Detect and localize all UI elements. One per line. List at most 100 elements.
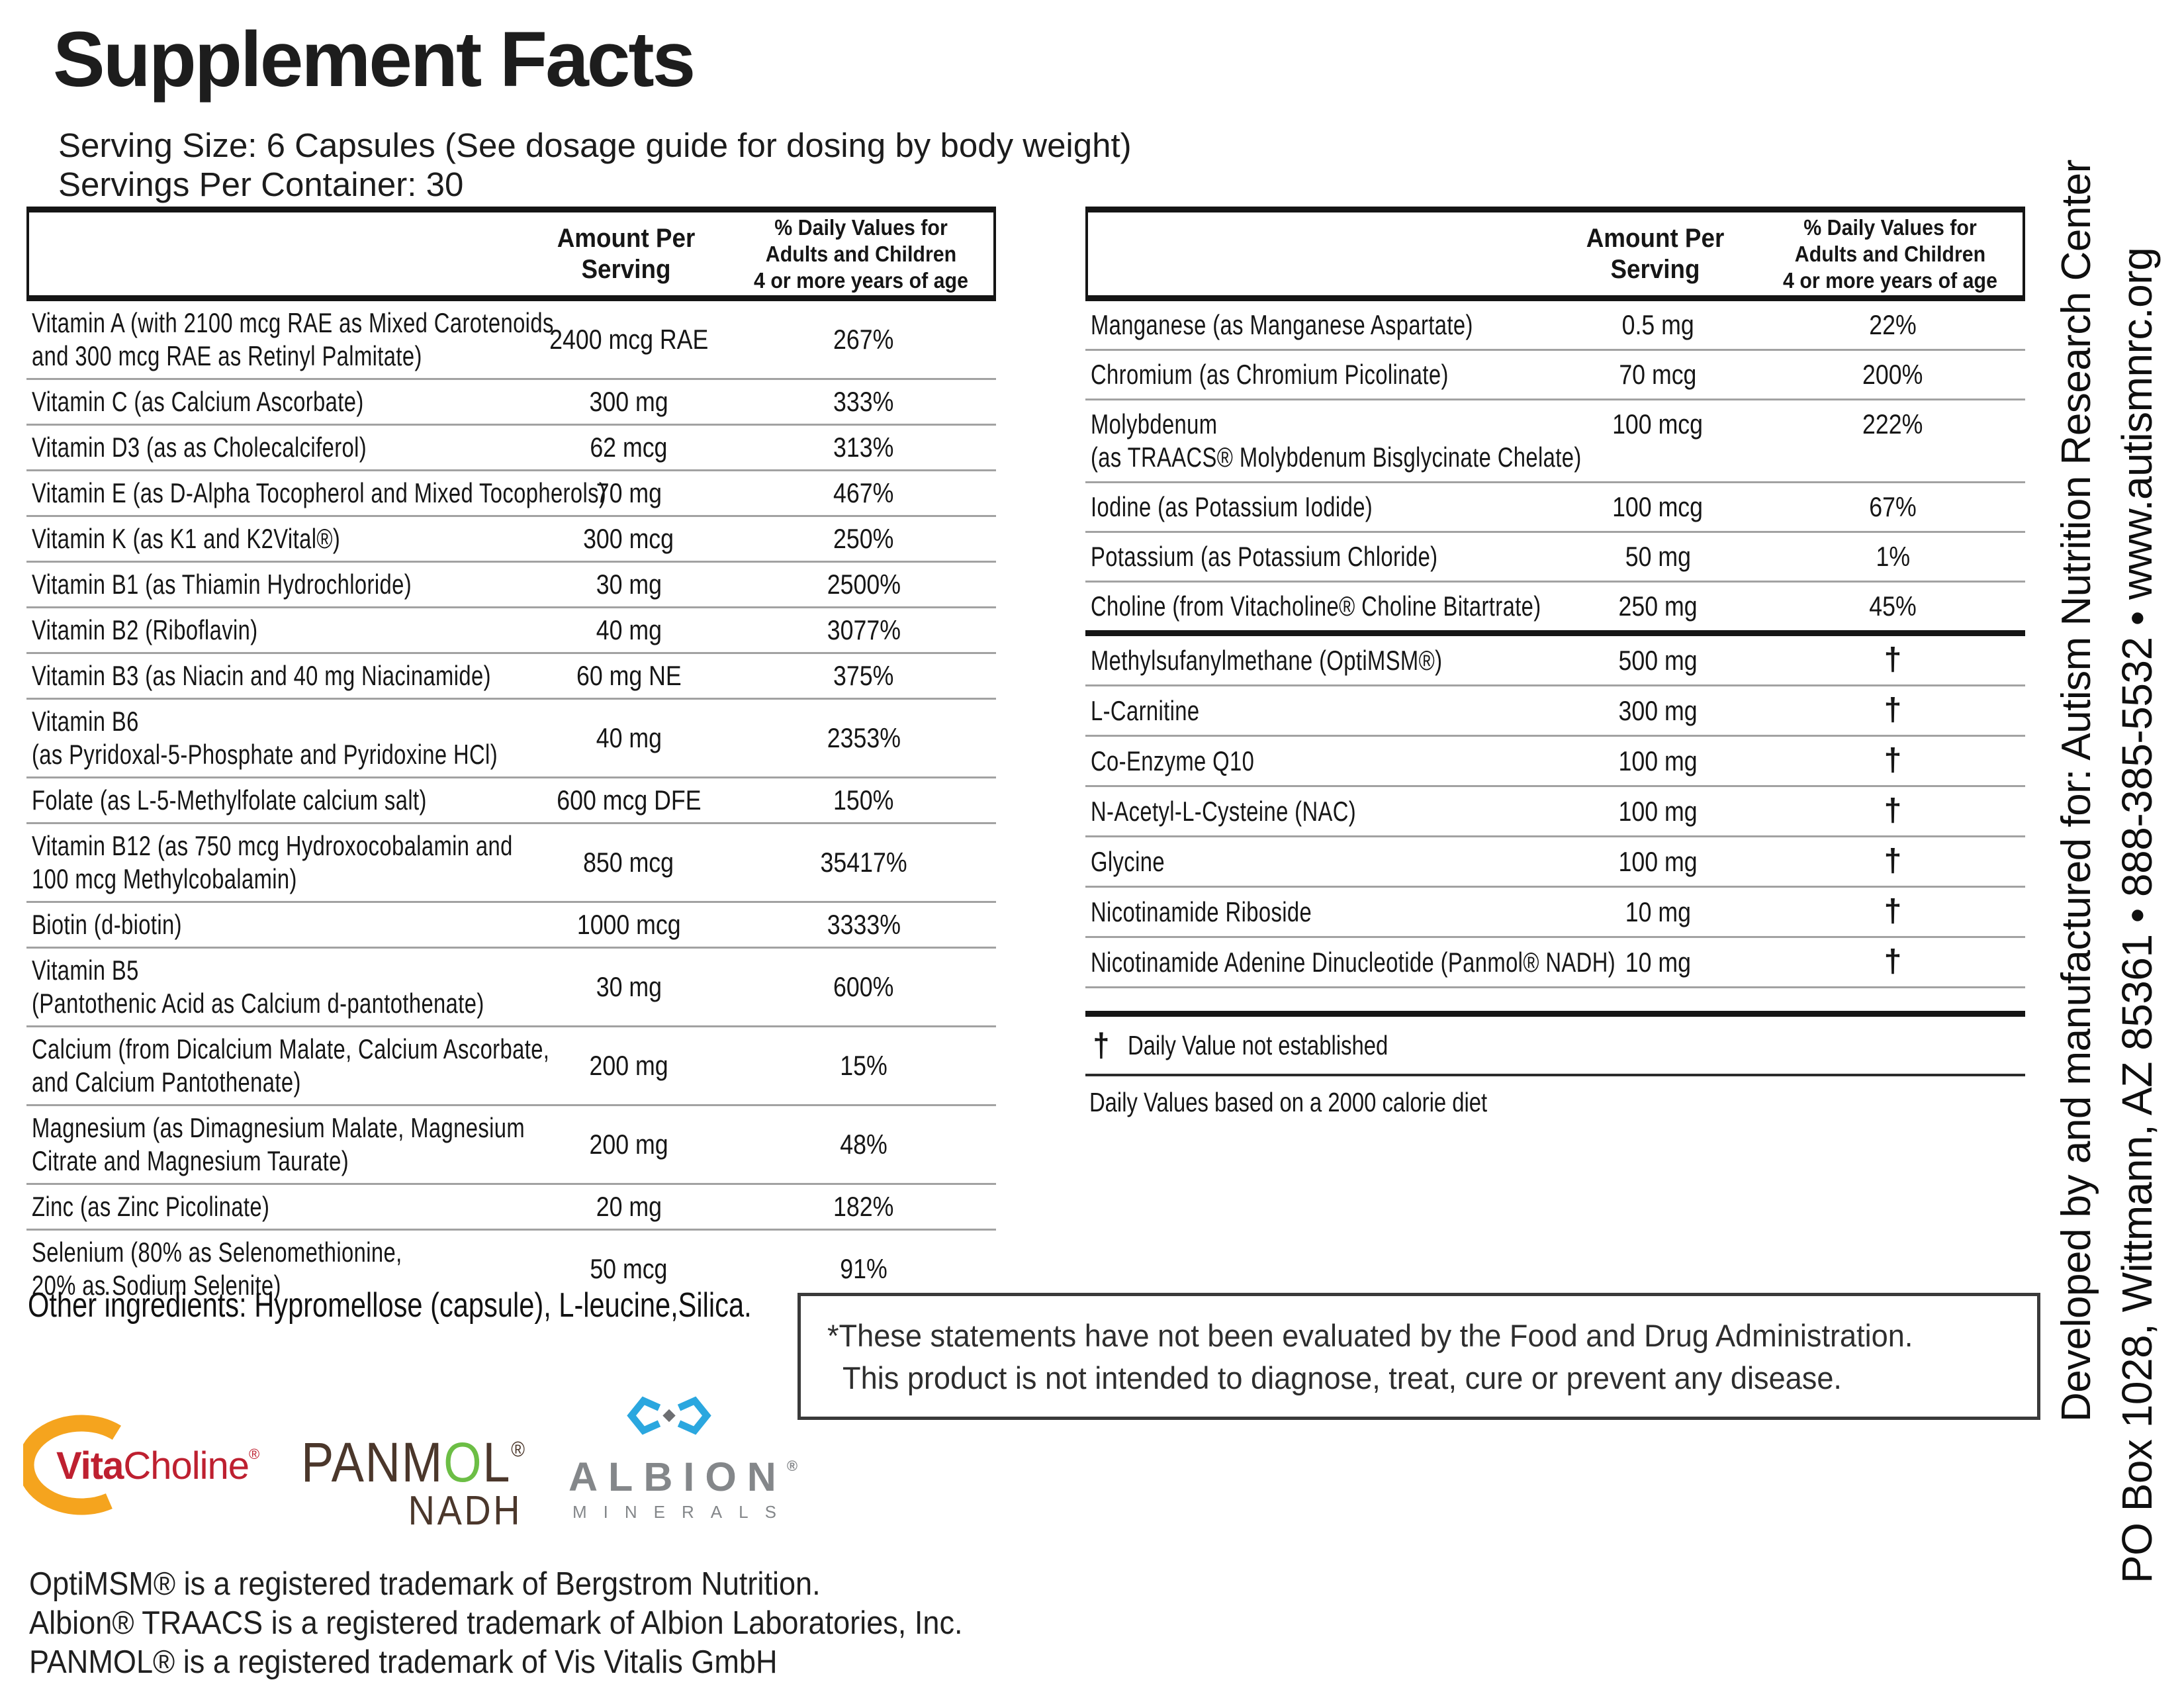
nutrient-row: Vitamin B1 (as Thiamin Hydrochloride) 30 … (26, 561, 996, 606)
nutrient-row: Vitamin A (with 2100 mcg RAE as Mixed Ca… (26, 301, 996, 378)
daily-value-percent: 48% (840, 1129, 887, 1160)
trademark-notes: OptiMSM® is a registered trademark of Be… (29, 1565, 1044, 1682)
amount-per-serving-value: 40 mg (596, 722, 662, 753)
amount-per-serving-value: 500 mg (1618, 644, 1698, 676)
column-header-amount: Amount Per Serving (1586, 223, 1725, 284)
nutrient-row: Vitamin B3 (as Niacin and 40 mg Niacinam… (26, 652, 996, 698)
nutrient-row: Molybdenum (as TRAACS® Molybdenum Bisglyc… (1085, 399, 2025, 481)
nutrient-name: Potassium (as Potassium Chloride) (1091, 541, 1438, 572)
nutrient-row: Iodine (as Potassium Iodide) 100 mcg 67% (1085, 481, 2025, 531)
daily-value-percent: 15% (840, 1050, 887, 1081)
fda-disclaimer-box: *These statements have not been evaluate… (797, 1293, 2040, 1420)
sidebar-manufacturer-text: Developed by and manufactured for: Autis… (2054, 160, 2099, 1422)
nutrient-row: Vitamin K (as K1 and K2Vital®) 300 mcg 250… (26, 515, 996, 561)
nutrient-row: Selenium (80% as Selenomethionine, 20% as… (26, 1229, 996, 1307)
nutrient-name: Vitamin E (as D-Alpha Tocopherol and Mix… (32, 477, 607, 508)
calorie-note: Daily Values based on a 2000 calorie die… (1089, 1087, 1488, 1117)
amount-per-serving-value: 300 mcg (583, 523, 674, 554)
albion-wordmark: ALBION® (569, 1454, 798, 1499)
albion-minerals-logo: ALBION® MINERALS (559, 1393, 798, 1523)
nutrient-name: Vitamin B1 (as Thiamin Hydrochloride) (32, 569, 412, 600)
nutrient-name: Chromium (as Chromium Picolinate) (1091, 359, 1449, 390)
nutrient-row: Choline (from Vitacholine® Choline Bitar… (1085, 581, 2025, 630)
daily-value-percent: 1% (1876, 541, 1910, 572)
trademark-line: PANMOL® is a registered trademark of Vis… (29, 1644, 778, 1680)
amount-per-serving-value: 20 mg (596, 1191, 662, 1222)
nutrient-name: Nicotinamide Adenine Dinucleotide (Panmo… (1091, 946, 1616, 978)
nutrients-table-right: Amount Per Serving % Daily Values for Ad… (1085, 207, 2025, 1118)
amount-per-serving-value: 30 mg (596, 971, 662, 1002)
nutrient-row: Vitamin B6 (as Pyridoxal-5-Phosphate and … (26, 698, 996, 776)
nutrient-row: Manganese (as Manganese Aspartate) 0.5 mg… (1085, 301, 2025, 349)
page-title: Supplement Facts (53, 16, 696, 103)
nutrient-row: Potassium (as Potassium Chloride) 50 mg 1% (1085, 531, 2025, 581)
daily-value-percent: 67% (1869, 491, 1917, 522)
table-header-left: Amount Per Serving % Daily Values for Ad… (26, 207, 996, 301)
nutrient-row: Magnesium (as Dimagnesium Malate, Magnes… (26, 1104, 996, 1183)
amount-per-serving-value: 50 mcg (590, 1253, 668, 1284)
nutrient-rows-right: Manganese (as Manganese Aspartate) 0.5 mg… (1085, 301, 2025, 988)
daily-value-dagger: † (1884, 843, 1902, 878)
daily-value-percent: 222% (1862, 408, 1923, 440)
daily-value-dagger: † (1884, 692, 1902, 727)
amount-per-serving-value: 250 mg (1618, 590, 1698, 622)
nutrient-name: Molybdenum (as TRAACS® Molybdenum Bisglyc… (1091, 408, 1582, 473)
nutrient-row: Calcium (from Dicalcium Malate, Calcium … (26, 1025, 996, 1104)
daily-value-percent: 600% (833, 971, 894, 1002)
amount-per-serving-value: 30 mg (596, 569, 662, 600)
amount-per-serving-value: 100 mg (1618, 745, 1698, 776)
nutrient-row: Vitamin D3 (as as Cholecalciferol) 62 mcg… (26, 424, 996, 469)
nutrient-name: Vitamin C (as Calcium Ascorbate) (32, 386, 364, 417)
trademark-line: OptiMSM® is a registered trademark of Be… (29, 1566, 821, 1602)
daily-value-note: † Daily Value not established (1093, 1027, 1388, 1064)
nutrient-name: Vitamin B12 (as 750 mcg Hydroxocobalamin… (32, 830, 513, 894)
amount-per-serving-value: 100 mg (1618, 795, 1698, 827)
nutrient-name: Folate (as L-5-Methylfolate calcium salt… (32, 784, 427, 816)
nutrient-name: Glycine (1091, 845, 1165, 877)
table-footer-gap (1085, 988, 2025, 1011)
daily-value-dagger: † (1884, 642, 1902, 677)
amount-per-serving-value: 100 mg (1618, 845, 1698, 877)
panmol-nadh-logo: PANMOL® NADH (301, 1421, 529, 1532)
amount-per-serving-value: 0.5 mg (1621, 309, 1694, 340)
nutrient-row: Vitamin C (as Calcium Ascorbate) 300 mg 33… (26, 378, 996, 424)
nutrient-name: Biotin (d-biotin) (32, 909, 182, 940)
nutrient-name: Vitamin B3 (as Niacin and 40 mg Niacinam… (32, 660, 491, 691)
thick-divider (1085, 1011, 2025, 1017)
nutrient-name: Methylsufanylmethane (OptiMSM®) (1091, 644, 1443, 676)
amount-per-serving-value: 200 mg (589, 1129, 668, 1160)
nutrient-row: Methylsufanylmethane (OptiMSM®) 500 mg † (1085, 636, 2025, 684)
daily-value-percent: 333% (833, 386, 894, 417)
amount-per-serving-value: 70 mcg (1619, 359, 1697, 390)
nutrient-row: Vitamin B2 (Riboflavin) 40 mg 3077% (26, 606, 996, 652)
daily-value-percent: 35417% (820, 847, 907, 878)
albion-diamond-icon (662, 1409, 676, 1423)
panmol-nadh-text: NADH (408, 1488, 523, 1534)
table-header-right: Amount Per Serving % Daily Values for Ad… (1085, 207, 2025, 301)
amount-per-serving-value: 100 mcg (1612, 491, 1704, 522)
nutrient-name: Calcium (from Dicalcium Malate, Calcium … (32, 1033, 550, 1098)
daily-value-percent: 2353% (827, 722, 901, 753)
column-header-daily-value: % Daily Values for Adults and Children 4… (1783, 214, 1997, 293)
daily-value-percent: 313% (833, 432, 894, 463)
nutrient-row: L-Carnitine 300 mg † (1085, 684, 2025, 735)
nutrient-name: Iodine (as Potassium Iodide) (1091, 491, 1373, 522)
amount-per-serving-value: 70 mg (596, 477, 662, 508)
panmol-green-o: O (443, 1431, 483, 1493)
nutrient-row: Chromium (as Chromium Picolinate) 70 mcg 2… (1085, 349, 2025, 399)
vitacholine-swoosh-icon (23, 1415, 146, 1515)
panmol-wordmark: PANMOL® (301, 1431, 526, 1493)
nutrient-row: Vitamin E (as D-Alpha Tocopherol and Mix… (26, 469, 996, 515)
amount-per-serving-value: 10 mg (1625, 946, 1691, 978)
thick-divider (1085, 630, 2025, 636)
nutrient-name: Vitamin B5 (Pantothenic Acid as Calcium d… (32, 955, 484, 1019)
nutrient-name: Choline (from Vitacholine® Choline Bitar… (1091, 590, 1541, 622)
nutrient-row: Glycine 100 mg † (1085, 835, 2025, 886)
nutrient-row: Zinc (as Zinc Picolinate) 20 mg 182% (26, 1183, 996, 1229)
column-header-amount: Amount Per Serving (557, 223, 696, 284)
daily-value-dagger: † (1884, 894, 1902, 929)
daily-value-percent: 375% (833, 660, 894, 691)
nutrients-table-left: Amount Per Serving % Daily Values for Ad… (26, 207, 996, 1307)
amount-per-serving-value: 10 mg (1625, 896, 1691, 927)
daily-value-percent: 22% (1869, 309, 1917, 340)
